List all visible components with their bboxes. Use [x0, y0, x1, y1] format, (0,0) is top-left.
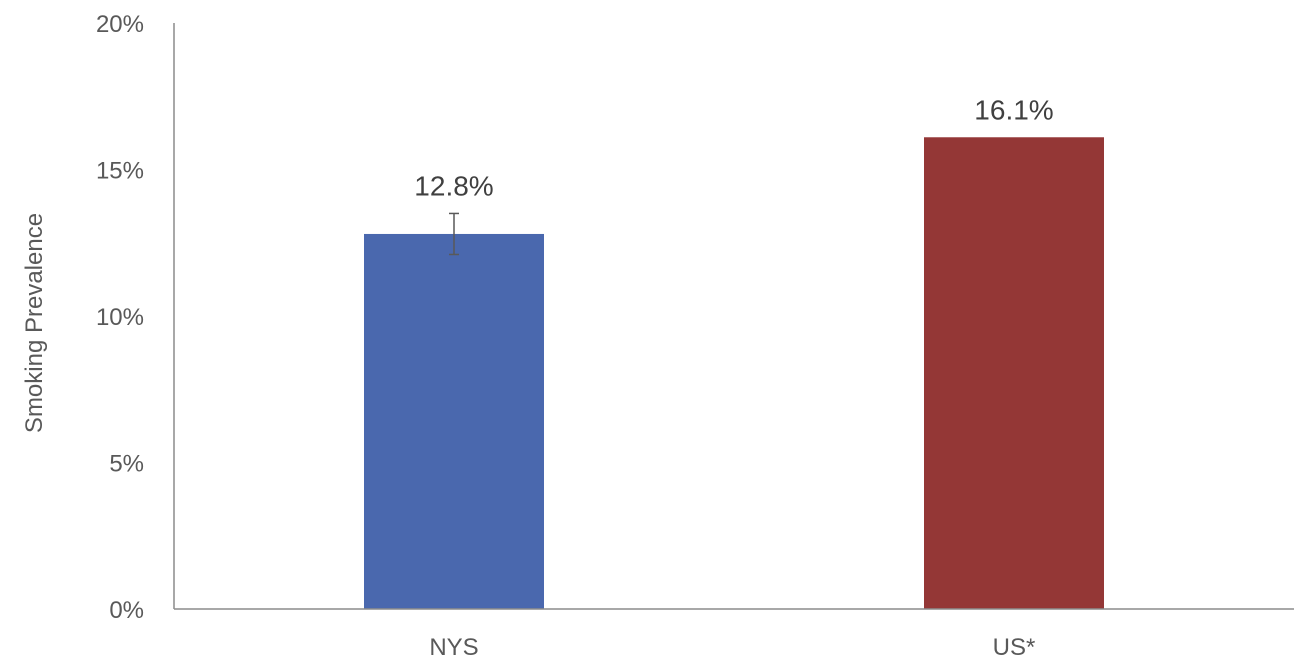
bar-us [924, 137, 1104, 609]
y-tick-label: 20% [96, 11, 144, 38]
x-tick-label: US* [993, 634, 1036, 661]
y-axis-ticks: 0% 5% 10% 15% 20% [96, 11, 144, 624]
data-label: 16.1% [974, 94, 1053, 125]
y-tick-label: 10% [96, 304, 144, 331]
x-axis-labels: NYS US* [429, 634, 1035, 661]
bar-nys [364, 233, 544, 609]
data-label: 12.8% [414, 170, 493, 201]
y-tick-label: 0% [109, 597, 144, 624]
y-axis-title: Smoking Prevalence [21, 213, 48, 433]
data-labels-group: 12.8% 16.1% [414, 94, 1053, 201]
x-tick-label: NYS [429, 634, 478, 661]
y-tick-label: 5% [109, 451, 144, 478]
y-tick-label: 15% [96, 158, 144, 185]
bars-group [364, 137, 1104, 609]
error-bar [449, 212, 459, 256]
error-bars-group [449, 212, 459, 256]
